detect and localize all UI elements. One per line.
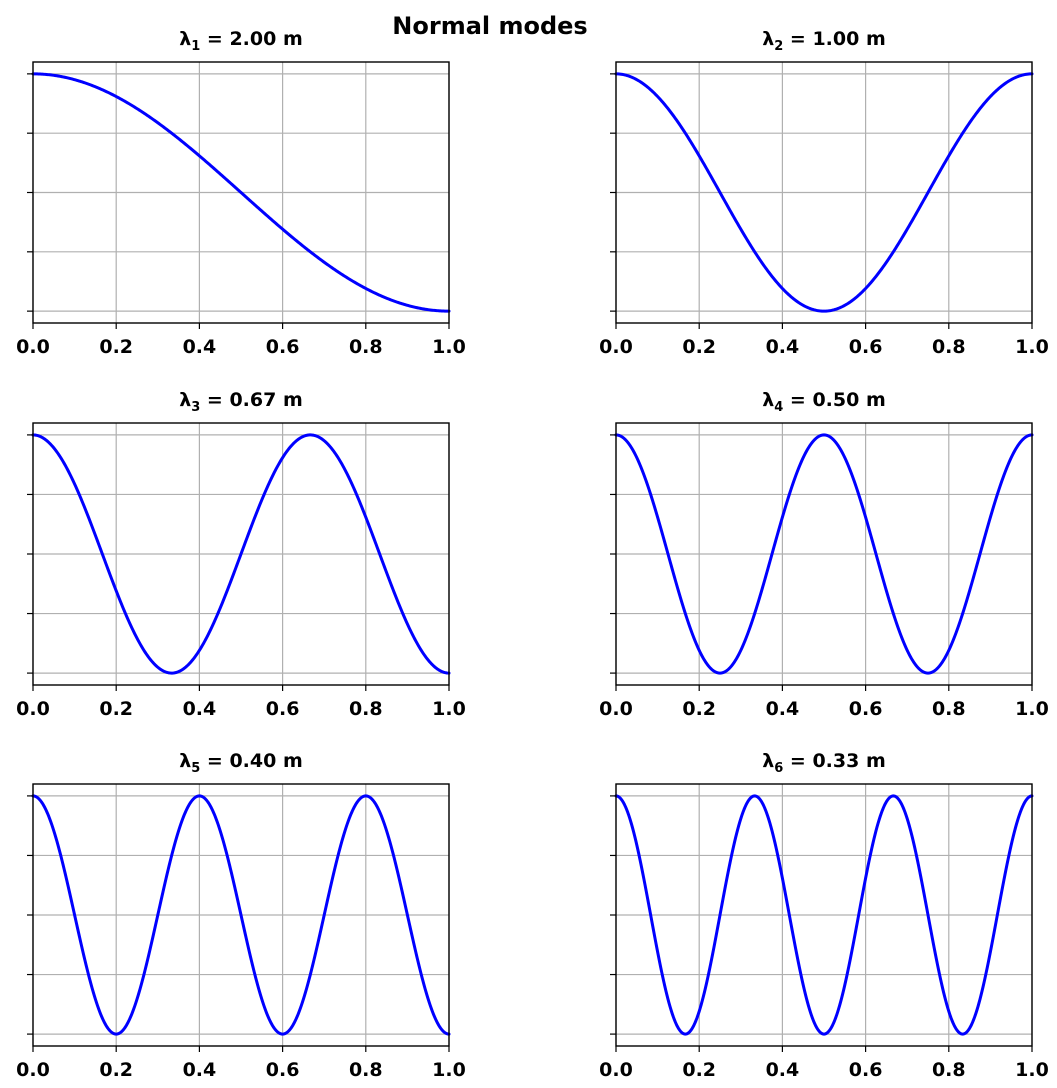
x-tick-label: 1.0 <box>1015 1059 1049 1081</box>
x-tick-label: 0.8 <box>932 698 966 720</box>
x-tick-label: 0.2 <box>682 698 716 720</box>
x-tick-label: 0.0 <box>16 698 50 720</box>
x-tick-label: 1.0 <box>1015 698 1049 720</box>
x-tick-label: 0.0 <box>599 1059 633 1081</box>
subplot-mode-2: λ2 = 1.00 m 0.0 0.2 0.4 0.6 0.8 1.0 <box>599 28 1049 358</box>
x-tick-label: 0.4 <box>183 336 217 358</box>
x-tick-label: 0.2 <box>99 1059 133 1081</box>
mode-3-curve <box>31 433 451 675</box>
x-tick-label: 0.6 <box>849 336 883 358</box>
subplot-title: λ6 = 0.33 m <box>762 750 886 776</box>
subplot-mode-6: λ6 = 0.33 m 0.0 0.2 0.4 0.6 0.8 1.0 <box>599 750 1049 1081</box>
mode-5-curve <box>31 794 451 1036</box>
x-tick-label: 0.4 <box>766 1059 800 1081</box>
x-tick-label: 0.4 <box>766 698 800 720</box>
figure-suptitle: Normal modes <box>392 12 587 40</box>
subplot-mode-5: λ5 = 0.40 m 0.0 0.2 0.4 0.6 0.8 1.0 <box>16 750 466 1081</box>
mode-6-curve <box>614 794 1034 1036</box>
x-tick-label: 0.4 <box>183 698 217 720</box>
x-tick-label: 0.6 <box>266 698 300 720</box>
x-tick-label: 0.6 <box>266 1059 300 1081</box>
subplot-title: λ1 = 2.00 m <box>179 28 303 54</box>
subplot-grid: λ1 = 2.00 m0.0 0.2 0.4 0.6 0.8 1.0λ2 = 1.00 m… <box>16 28 1049 1081</box>
mode-4-curve <box>614 433 1034 675</box>
x-tick-label: 1.0 <box>432 336 466 358</box>
x-tick-label: 0.8 <box>349 698 383 720</box>
subplot-title: λ3 = 0.67 m <box>179 389 303 415</box>
x-tick-label: 0.0 <box>599 698 633 720</box>
subplot-mode-4: λ4 = 0.50 m 0.0 0.2 0.4 0.6 0.8 1.0 <box>599 389 1049 720</box>
x-tick-label: 0.8 <box>349 1059 383 1081</box>
x-tick-label: 1.0 <box>432 1059 466 1081</box>
subplot-title: λ5 = 0.40 m <box>179 750 303 776</box>
x-tick-label: 0.8 <box>932 1059 966 1081</box>
x-tick-label: 0.2 <box>99 698 133 720</box>
x-tick-label: 0.0 <box>599 336 633 358</box>
subplot-title: λ4 = 0.50 m <box>762 389 886 415</box>
x-tick-label: 0.0 <box>16 1059 50 1081</box>
subplot-title: λ2 = 1.00 m <box>762 28 886 54</box>
x-tick-label: 0.0 <box>16 336 50 358</box>
x-tick-label: 0.4 <box>766 336 800 358</box>
x-tick-label: 0.6 <box>849 1059 883 1081</box>
x-tick-label: 0.2 <box>682 1059 716 1081</box>
x-tick-label: 0.2 <box>99 336 133 358</box>
x-tick-label: 0.8 <box>932 336 966 358</box>
mode-1-curve <box>31 72 451 313</box>
x-tick-label: 1.0 <box>432 698 466 720</box>
x-tick-label: 1.0 <box>1015 336 1049 358</box>
x-tick-label: 0.6 <box>849 698 883 720</box>
x-tick-label: 0.8 <box>349 336 383 358</box>
x-tick-label: 0.6 <box>266 336 300 358</box>
mode-2-curve <box>614 72 1034 313</box>
subplot-mode-3: λ3 = 0.67 m 0.0 0.2 0.4 0.6 0.8 1.0 <box>16 389 466 720</box>
x-tick-label: 0.2 <box>682 336 716 358</box>
x-tick-label: 0.4 <box>183 1059 217 1081</box>
subplot-mode-1: λ1 = 2.00 m 0.0 0.2 0.4 0.6 0.8 1.0 <box>16 28 466 358</box>
